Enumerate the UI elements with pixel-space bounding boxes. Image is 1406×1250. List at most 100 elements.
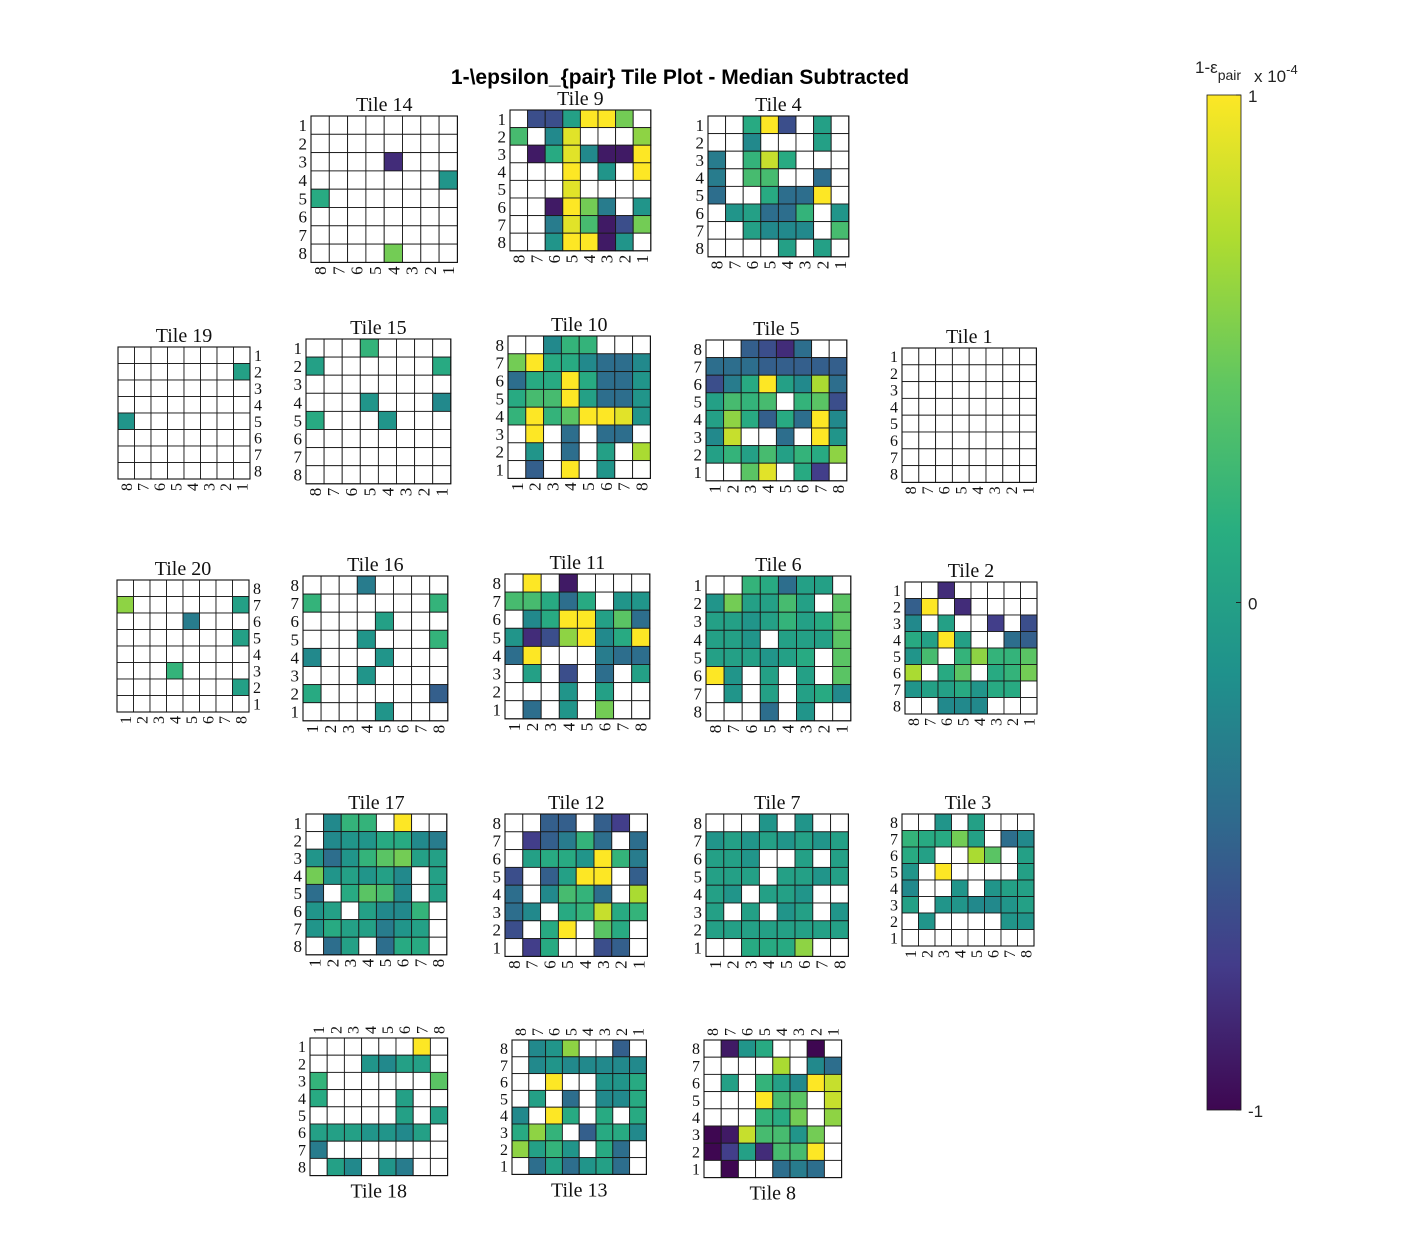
tick-label: 3 — [299, 153, 308, 172]
heatmap-cell — [116, 612, 134, 630]
heatmap-cell — [755, 1108, 774, 1127]
heatmap-cell — [705, 445, 725, 464]
heatmap-cell — [901, 846, 919, 864]
heatmap-cell — [429, 702, 449, 722]
heatmap-cell — [611, 920, 631, 940]
heatmap-cell — [340, 901, 360, 921]
heatmap-cell — [968, 465, 987, 483]
tile-border — [504, 813, 648, 957]
heatmap-cell — [527, 179, 546, 199]
heatmap-cell — [575, 849, 595, 868]
heatmap-cell — [775, 445, 795, 464]
tick-label: 3 — [500, 1125, 508, 1142]
heatmap-cell — [901, 896, 919, 914]
heatmap-cell — [812, 938, 832, 957]
heatmap-cell — [742, 115, 762, 135]
heatmap-cell — [720, 1142, 739, 1161]
heatmap-cell — [904, 631, 922, 649]
heatmap-cell — [921, 598, 939, 616]
tick-label: 7 — [920, 486, 937, 494]
heatmap-cell — [703, 1125, 722, 1144]
heatmap-cell — [166, 629, 184, 647]
tick-label: 3 — [597, 1028, 614, 1036]
heatmap-cell — [432, 392, 452, 412]
heatmap-cell — [823, 1159, 843, 1179]
heatmap-cell — [954, 697, 972, 715]
tick-label: 3 — [346, 1026, 363, 1034]
heatmap-cell — [1003, 647, 1021, 665]
tick-label: 3 — [936, 950, 953, 958]
heatmap-cell — [402, 170, 422, 190]
heatmap-cell — [1017, 830, 1035, 848]
heatmap-cell — [560, 442, 580, 462]
heatmap-cell — [540, 645, 560, 665]
heatmap-cell — [383, 152, 403, 172]
heatmap-cell — [438, 170, 458, 190]
heatmap-cell — [597, 109, 617, 129]
heatmap-cell — [814, 629, 834, 649]
tick-label: 5 — [299, 189, 308, 208]
tick-label: 4 — [893, 632, 901, 649]
tick-label: 6 — [291, 612, 300, 631]
heatmap-cell — [1019, 414, 1037, 433]
heatmap-cell — [789, 1073, 808, 1093]
heatmap-cell — [611, 813, 631, 833]
heatmap-cell — [365, 207, 385, 227]
heatmap-cell — [985, 364, 1004, 383]
heatmap-cell — [511, 1039, 530, 1058]
tick-label: 5 — [380, 1026, 397, 1034]
tick-label: 7 — [324, 487, 343, 496]
heatmap-cell — [412, 1157, 431, 1177]
tick-label: 4 — [291, 648, 300, 667]
heatmap-cell — [340, 883, 360, 903]
tick-label: 1 — [253, 696, 261, 713]
heatmap-cell — [596, 335, 616, 355]
heatmap-cell — [723, 866, 743, 886]
heatmap-cell — [525, 442, 545, 462]
heatmap-cell — [794, 831, 814, 851]
heatmap-cell — [901, 364, 920, 383]
heatmap-cell — [775, 357, 795, 376]
heatmap-cell — [393, 901, 413, 921]
heatmap-cell — [374, 684, 394, 704]
heatmap-cell — [511, 1056, 530, 1075]
heatmap-cell — [632, 388, 651, 408]
heatmap-cell — [356, 611, 376, 631]
tick-label: 6 — [694, 667, 703, 686]
heatmap-cell — [509, 109, 529, 129]
heatmap-cell — [575, 902, 595, 922]
heatmap-cell — [528, 1140, 547, 1159]
heatmap-cell — [358, 866, 377, 885]
heatmap-cell — [596, 388, 616, 408]
heatmap-cell — [832, 611, 852, 631]
heatmap-cell — [575, 938, 595, 957]
tick-label: 7 — [414, 1026, 431, 1034]
heatmap-cell — [305, 356, 325, 376]
heatmap-cell — [305, 919, 325, 938]
heatmap-cell — [359, 410, 379, 430]
heatmap-cell — [629, 849, 648, 868]
tick-label: 7 — [493, 592, 502, 611]
heatmap-cell — [302, 575, 322, 595]
heatmap-cell — [309, 1071, 328, 1091]
tick-label: 3 — [294, 849, 303, 868]
tick-label: 8 — [254, 463, 262, 480]
heatmap-cell — [740, 374, 760, 394]
heatmap-cell — [396, 429, 416, 449]
tick-label: 1 — [890, 930, 898, 947]
heatmap-cell — [540, 700, 560, 720]
heatmap-cell — [543, 424, 562, 444]
tick-label: 4 — [580, 1028, 597, 1036]
heatmap-cell — [793, 409, 813, 429]
heatmap-cell — [918, 448, 937, 467]
heatmap-cell — [703, 1159, 722, 1179]
heatmap-cell — [631, 700, 651, 720]
heatmap-cell — [149, 645, 167, 663]
heatmap-cell — [806, 1125, 825, 1144]
heatmap-cell — [597, 127, 617, 146]
tick-label: 7 — [493, 832, 502, 851]
tick-label: 6 — [740, 1028, 757, 1036]
heatmap-cell — [216, 412, 234, 430]
